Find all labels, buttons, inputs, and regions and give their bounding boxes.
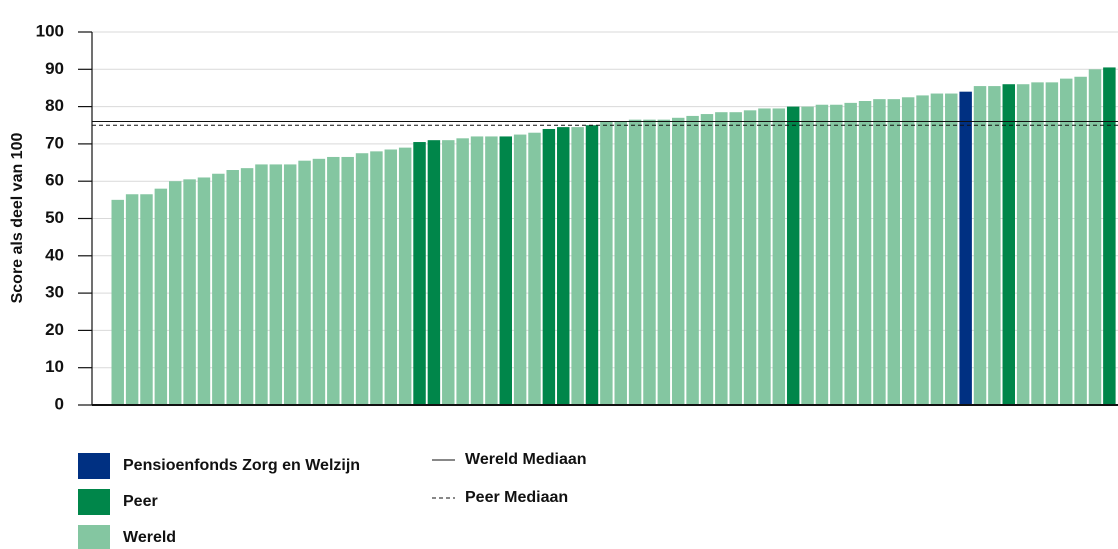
bar — [1088, 69, 1102, 406]
bar — [240, 168, 254, 405]
bar — [973, 86, 987, 406]
bar — [1045, 82, 1059, 405]
bar — [657, 119, 671, 405]
legend-swatch — [78, 489, 110, 515]
bar — [743, 110, 757, 405]
bar — [111, 199, 124, 405]
bar — [557, 127, 570, 406]
bar — [643, 119, 656, 405]
bar — [758, 108, 771, 405]
bar — [858, 101, 872, 405]
bar — [197, 177, 211, 405]
bar — [945, 93, 958, 406]
bar — [1031, 82, 1044, 405]
bar — [600, 121, 613, 406]
legend-swatch — [78, 453, 110, 479]
bar — [499, 136, 512, 405]
bar — [772, 108, 786, 405]
bar — [959, 91, 972, 406]
bar — [801, 106, 814, 405]
bar — [327, 156, 340, 405]
bar — [183, 179, 196, 405]
bar — [370, 151, 383, 405]
y-tick-label: 40 — [45, 245, 64, 264]
bar — [528, 132, 541, 405]
bar — [700, 114, 714, 405]
bar — [830, 104, 843, 406]
bar — [442, 140, 455, 406]
bar — [873, 99, 886, 405]
bar — [671, 117, 685, 405]
y-tick-label: 10 — [45, 357, 64, 376]
y-tick-label: 30 — [45, 283, 64, 302]
bar — [1060, 78, 1073, 405]
y-tick-label: 20 — [45, 320, 64, 339]
bar — [485, 136, 498, 405]
y-tick-label: 0 — [55, 394, 64, 413]
bar — [988, 86, 1001, 406]
bar — [901, 97, 915, 406]
bar — [571, 127, 584, 406]
bar — [1002, 84, 1015, 405]
bar — [413, 142, 426, 405]
y-tick-label: 60 — [45, 171, 64, 190]
bar — [930, 93, 944, 406]
bar — [341, 156, 354, 405]
bar — [614, 121, 627, 406]
bar — [427, 140, 441, 406]
bar — [398, 147, 412, 405]
bar — [312, 158, 326, 405]
y-tick-label: 90 — [45, 59, 64, 78]
legend-swatch — [78, 525, 110, 549]
bar — [542, 128, 556, 406]
bar — [255, 164, 268, 405]
y-tick-label: 80 — [45, 96, 64, 115]
bar — [355, 153, 369, 405]
y-tick-label: 100 — [36, 21, 64, 40]
bar — [729, 112, 742, 405]
bar — [513, 134, 527, 405]
bar — [470, 136, 484, 405]
bar — [283, 164, 297, 405]
bar — [168, 181, 182, 405]
legend-label: Pensioenfonds Zorg en Welzijn — [123, 457, 360, 474]
bar — [154, 188, 168, 405]
bar — [456, 138, 469, 405]
legend-label: Wereld Mediaan — [465, 451, 587, 468]
bar — [1074, 76, 1087, 405]
bar — [815, 104, 829, 406]
bar — [298, 160, 311, 405]
bar — [686, 115, 699, 406]
bar — [715, 112, 728, 405]
y-tick-label: 50 — [45, 208, 64, 227]
legend-label: Peer — [123, 493, 158, 510]
bar — [269, 164, 283, 405]
bar — [125, 194, 139, 405]
bar — [628, 119, 642, 405]
bar — [384, 149, 398, 405]
y-axis-label: Score als deel van 100 — [9, 133, 26, 304]
bar — [1016, 84, 1030, 405]
bar — [226, 170, 239, 405]
y-tick-label: 70 — [45, 133, 64, 152]
bar — [887, 99, 901, 405]
bar — [916, 95, 929, 405]
bar — [140, 194, 153, 405]
bar — [844, 102, 857, 406]
legend-label: Wereld — [123, 529, 176, 546]
bar — [1103, 67, 1116, 405]
bar — [585, 125, 599, 405]
bar — [786, 106, 800, 405]
legend-label: Peer Mediaan — [465, 489, 568, 506]
bar — [212, 173, 225, 405]
